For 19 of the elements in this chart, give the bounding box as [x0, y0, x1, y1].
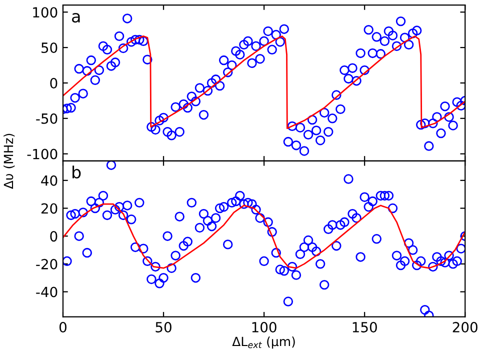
y-tick-label: -40 [36, 286, 58, 298]
x-tick-label: 0 [59, 322, 66, 332]
x-tick-label: 100 [252, 322, 276, 332]
x-axis-title: ΔL$_{ext}$ (μm) [232, 336, 295, 349]
x-tick-label: 50 [156, 322, 172, 332]
y-tick-label: 20 [41, 203, 58, 214]
y-tick-label: 40 [41, 175, 58, 186]
y-axis-title: Δυ (MHz) [4, 134, 15, 189]
y-tick-label: -50 [36, 113, 58, 124]
annotation: a [72, 13, 80, 23]
annotation: b [72, 166, 81, 178]
y-tick-label: -100 [27, 148, 58, 160]
y-tick-label: 0 [50, 231, 58, 242]
x-tick-label: 200 [452, 322, 478, 332]
y-tick-label: -20 [36, 258, 58, 270]
y-tick-label: 50 [42, 42, 58, 54]
y-tick-label: 0 [50, 78, 58, 88]
x-tick-label: 150 [352, 322, 377, 332]
y-tick-label: 100 [33, 7, 58, 18]
